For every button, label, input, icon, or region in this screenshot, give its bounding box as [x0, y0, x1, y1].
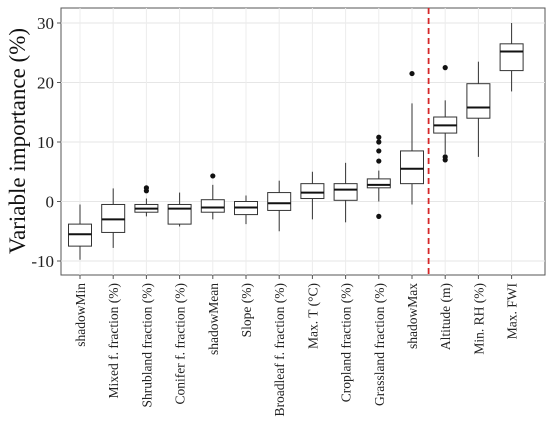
y-axis-label: Variable importance (%): [5, 28, 30, 254]
y-axis-ticks: -10 0 10 20 30: [31, 14, 61, 271]
x-tick-label: Grassland fraction (%): [372, 283, 387, 406]
x-tick-label: shadowMax: [405, 283, 420, 349]
x-tick-label: Max. T (°C): [305, 283, 320, 349]
box: [499, 43, 524, 72]
box: [466, 83, 491, 119]
outlier-point: [143, 185, 149, 191]
box-group: [134, 185, 159, 217]
box-group: [300, 171, 325, 220]
box-group: [167, 192, 192, 227]
y-tick-label: 20: [37, 74, 54, 93]
box: [300, 183, 325, 200]
x-tick-label: Cropland fraction (%): [339, 283, 354, 402]
x-tick-label: Max. FWI: [505, 283, 520, 340]
x-tick-label: Altitude (m): [438, 283, 453, 350]
box-group: [333, 162, 358, 223]
box-group: [101, 188, 126, 248]
x-tick-label: Slope (%): [239, 283, 254, 337]
box: [366, 178, 391, 189]
y-tick-label: 0: [46, 193, 55, 212]
box-group: [68, 204, 92, 260]
outlier-point: [376, 213, 382, 219]
box-group: [433, 65, 458, 163]
y-tick-label: 10: [37, 133, 54, 152]
outlier-point: [442, 154, 448, 160]
outlier-point: [376, 148, 382, 154]
box-group: [499, 23, 524, 92]
x-tick-label: Shrubland fraction (%): [139, 283, 154, 407]
x-tick-label: Min. RH (%): [471, 283, 486, 355]
box: [200, 199, 225, 213]
outlier-point: [376, 139, 382, 145]
x-tick-label: Broadleaf f. fraction (%): [272, 283, 287, 416]
box: [400, 150, 424, 185]
x-tick-label: Mixed f. fraction (%): [106, 283, 121, 398]
y-tick-label: -10: [31, 252, 54, 271]
outlier-point: [210, 173, 216, 179]
box-group: [400, 70, 424, 205]
outlier-point: [442, 65, 448, 71]
x-axis-ticks: shadowMin Mixed f. fraction (%) Shrubland …: [73, 275, 520, 416]
box-group: [267, 180, 292, 232]
outlier-point: [376, 158, 382, 164]
box-group: [234, 195, 258, 225]
y-tick-label: 30: [37, 14, 54, 33]
outlier-point: [376, 134, 382, 140]
box: [167, 203, 192, 225]
box-group: [200, 173, 225, 220]
x-tick-label: shadowMean: [206, 283, 221, 355]
x-tick-label: Conifer f. fraction (%): [173, 283, 188, 404]
box: [333, 183, 358, 201]
outlier-point: [409, 70, 415, 77]
x-tick-label: shadowMin: [73, 283, 88, 347]
box-series: [68, 23, 524, 260]
box: [267, 192, 292, 211]
box-group: [466, 61, 491, 157]
box-group: [366, 134, 391, 219]
